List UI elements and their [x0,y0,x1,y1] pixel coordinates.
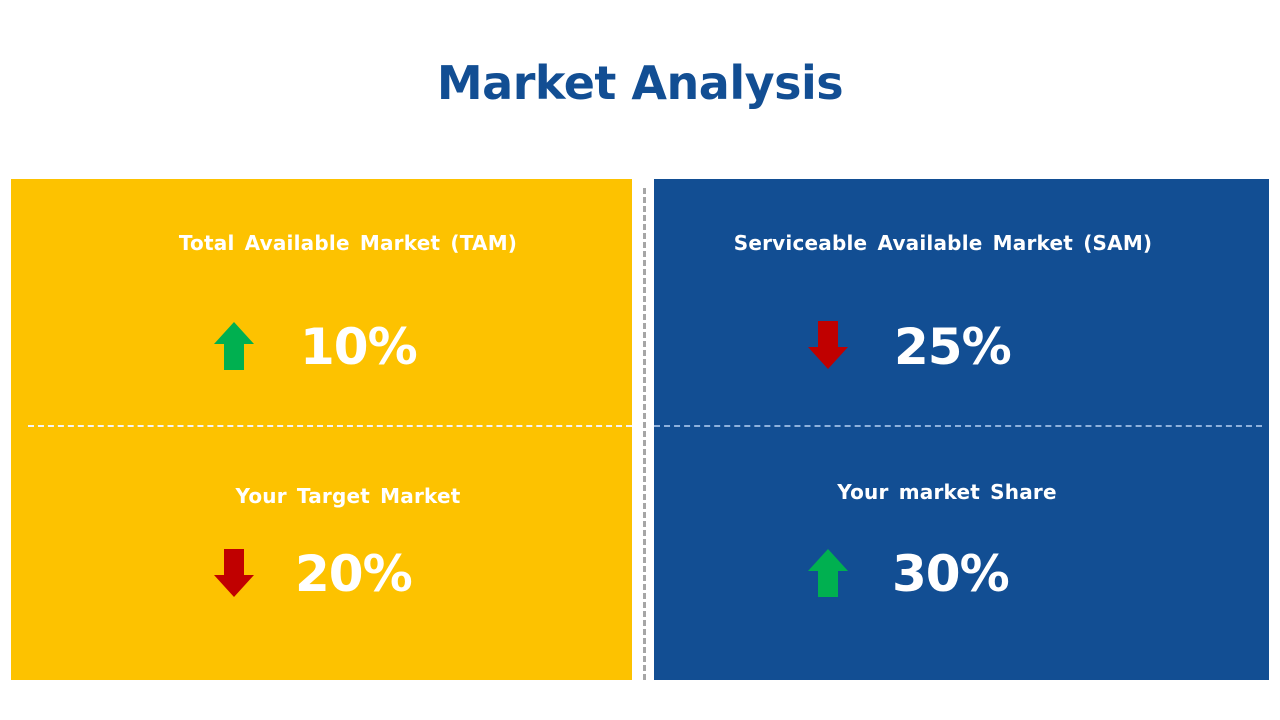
sam-value: 25% [894,318,1012,376]
sam-label: Serviceable Available Market (SAM) [733,231,1153,255]
page-title: Market Analysis [436,56,844,110]
arrow-up-icon [808,549,848,597]
horizontal-divider-right [654,425,1262,427]
vertical-divider [643,188,646,680]
arrow-down-icon [214,549,254,597]
right-panel [654,179,1269,680]
target-market-value: 20% [295,545,413,603]
horizontal-divider-left [28,425,632,427]
left-panel [11,179,632,680]
arrow-down-icon [808,321,848,369]
tam-value: 10% [300,318,418,376]
target-market-label: Your Target Market [235,484,461,508]
market-share-value: 30% [892,545,1010,603]
market-share-label: Your market Share [837,480,1057,504]
arrow-up-icon [214,322,254,370]
tam-label: Total Available Market (TAM) [178,231,518,255]
